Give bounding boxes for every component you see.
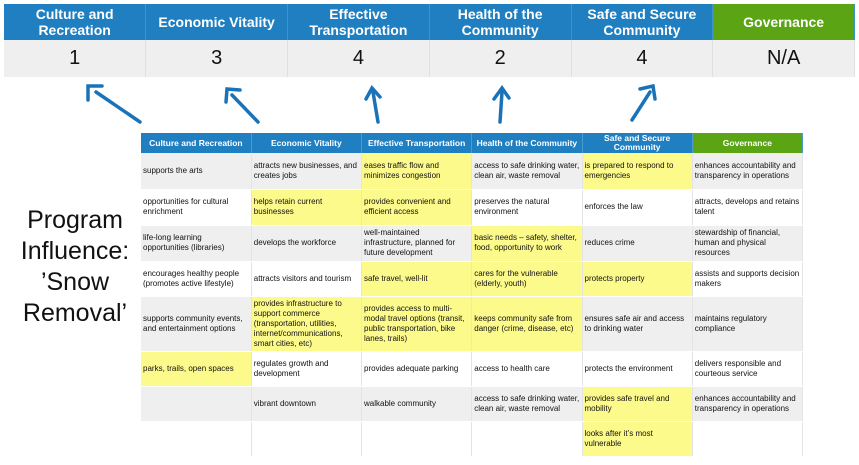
- table-cell: regulates growth and development: [251, 351, 363, 387]
- table-row: supports the arts attracts new businesses…: [141, 153, 804, 190]
- table-cell: ensures safe air and access to drinking …: [582, 296, 693, 352]
- table-cell: [141, 421, 252, 457]
- summary-header: Culture and Recreation: [4, 4, 147, 40]
- table-cell: [361, 421, 473, 457]
- table-cell: develops the workforce: [251, 225, 363, 262]
- summary-score: 1: [4, 40, 147, 77]
- table-cell: access to safe drinking water, clean air…: [471, 153, 583, 190]
- highlighted-cell: provides convenient and efficient access: [361, 189, 473, 226]
- table-cell: maintains regulatory compliance: [692, 296, 804, 352]
- criteria-header: Safe and Secure Community: [582, 133, 693, 153]
- criteria-header: Culture and Recreation: [141, 133, 252, 153]
- table-row: life-long learning opportunities (librar…: [141, 225, 804, 262]
- criteria-header: Governance: [692, 133, 804, 153]
- arrow-up-icon: [492, 84, 511, 124]
- summary-table: Culture and Recreation Economic Vitality…: [4, 4, 855, 77]
- table-cell: protects the environment: [582, 351, 693, 387]
- summary-header: Safe and Secure Community: [571, 4, 714, 40]
- table-cell: vibrant downtown: [251, 386, 363, 422]
- summary-score: 4: [571, 40, 714, 77]
- table-cell: well-maintained infrastructure, planned …: [361, 225, 473, 262]
- arrow-up-left-icon: [86, 84, 142, 124]
- table-cell: [471, 421, 583, 457]
- summary-header: Effective Transportation: [287, 4, 430, 40]
- table-row: opportunities for cultural enrichment hel…: [141, 189, 804, 226]
- summary-score: 2: [429, 40, 572, 77]
- table-cell: [692, 421, 804, 457]
- table-row: looks after it’s most vulnerable: [141, 421, 804, 457]
- lead-line: Influence:: [20, 237, 130, 265]
- arrows: [86, 83, 657, 124]
- highlighted-cell: is prepared to respond to emergencies: [582, 153, 693, 190]
- summary-header: Governance: [712, 4, 855, 40]
- summary-score: 4: [287, 40, 430, 77]
- table-row: encourages healthy people (promotes acti…: [141, 261, 804, 297]
- criteria-table: Culture and Recreation Economic Vitality E…: [141, 133, 804, 457]
- table-cell: stewardship of financial, human and phys…: [692, 225, 804, 262]
- lead-line: Removal’: [22, 299, 128, 327]
- highlighted-cell: basic needs – safety, shelter, food, opp…: [471, 225, 583, 262]
- summary-header: Economic Vitality: [145, 4, 288, 40]
- criteria-header: Economic Vitality: [251, 133, 363, 153]
- highlighted-cell: protects property: [582, 261, 693, 297]
- lead-line: Program: [27, 206, 123, 234]
- table-cell: reduces crime: [582, 225, 693, 262]
- table-cell: access to health care: [471, 351, 583, 387]
- table-row: parks, trails, open spaces regulates grow…: [141, 351, 804, 387]
- summary-score: N/A: [712, 40, 855, 77]
- table-cell: preserves the natural environment: [471, 189, 583, 226]
- table-cell: assists and supports decision makers: [692, 261, 804, 297]
- table-cell: walkable community: [361, 386, 473, 422]
- highlighted-cell: provides safe travel and mobility: [582, 386, 693, 422]
- criteria-header: Health of the Community: [471, 133, 583, 153]
- table-cell: attracts, develops and retains talent: [692, 189, 804, 226]
- program-influence-label: Program Influence: ’Snow Removal’: [10, 205, 140, 329]
- highlighted-cell: keeps community safe from danger (crime,…: [471, 296, 583, 352]
- table-cell: enforces the law: [582, 189, 693, 226]
- table-cell: supports the arts: [141, 153, 252, 190]
- criteria-header: Effective Transportation: [361, 133, 473, 153]
- table-cell: [141, 386, 252, 422]
- table-cell: enhances accountability and transparency…: [692, 153, 804, 190]
- lead-line: ’Snow: [40, 268, 110, 296]
- highlighted-cell: helps retain current businesses: [251, 189, 363, 226]
- table-cell: opportunities for cultural enrichment: [141, 189, 252, 226]
- table-cell: life-long learning opportunities (librar…: [141, 225, 252, 262]
- table-cell: access to safe drinking water, clean air…: [471, 386, 583, 422]
- table-row: supports community events, and entertain…: [141, 296, 804, 352]
- table-cell: encourages healthy people (promotes acti…: [141, 261, 252, 297]
- table-cell: provides adequate parking: [361, 351, 473, 387]
- highlighted-cell: safe travel, well-lit: [361, 261, 473, 297]
- table-row: vibrant downtown walkable community access…: [141, 386, 804, 422]
- highlighted-cell: parks, trails, open spaces: [141, 351, 252, 387]
- arrow-up-icon: [364, 84, 382, 124]
- arrow-up-right-icon: [630, 83, 657, 122]
- arrow-up-left-icon: [224, 87, 260, 124]
- table-cell: enhances accountability and transparency…: [692, 386, 804, 422]
- highlighted-cell: provides access to multi-modal travel op…: [361, 296, 473, 352]
- table-cell: delivers responsible and courteous servi…: [692, 351, 804, 387]
- highlighted-cell: cares for the vulnerable (elderly, youth…: [471, 261, 583, 297]
- table-cell: attracts visitors and tourism: [251, 261, 363, 297]
- table-cell: [251, 421, 363, 457]
- summary-header: Health of the Community: [429, 4, 572, 40]
- table-cell: attracts new businesses, and creates job…: [251, 153, 363, 190]
- highlighted-cell: eases traffic flow and minimizes congest…: [361, 153, 473, 190]
- table-cell: supports community events, and entertain…: [141, 296, 252, 352]
- highlighted-cell: looks after it’s most vulnerable: [582, 421, 693, 457]
- summary-score: 3: [145, 40, 288, 77]
- highlighted-cell: provides infrastructure to support comme…: [251, 296, 363, 352]
